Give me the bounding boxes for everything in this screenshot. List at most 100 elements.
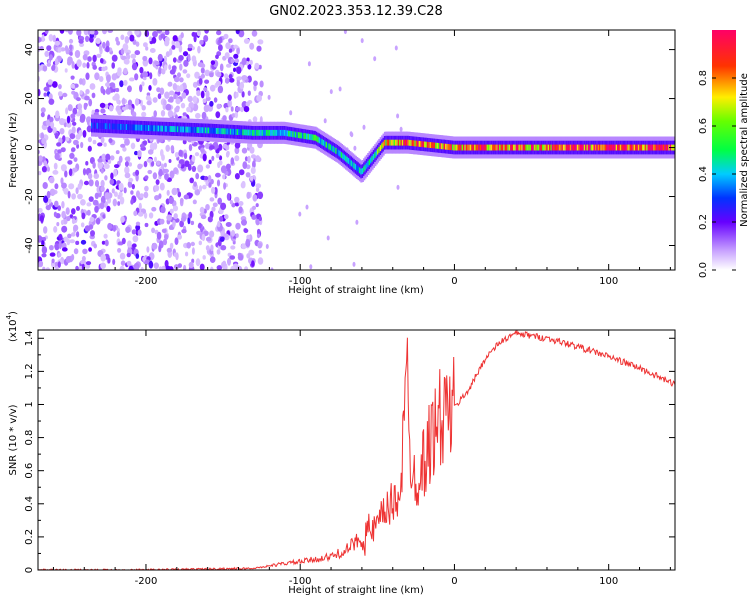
spectrogram-speckle — [255, 183, 262, 189]
spectrogram-speckle — [241, 243, 247, 250]
spectrogram-x-tick-label: -200 — [135, 276, 158, 287]
spectrogram-speckle — [62, 135, 66, 143]
spectrogram-ridge-core — [583, 144, 586, 151]
spectrogram-speckle — [99, 202, 105, 210]
spectrogram-speckle — [48, 54, 53, 61]
spectrogram-speckle — [67, 59, 72, 66]
spectrogram-ridge-core — [565, 144, 568, 151]
spectrogram-speckle — [197, 45, 201, 54]
spectrogram-speckle — [177, 163, 182, 169]
spectrogram-ridge-core — [141, 124, 144, 131]
spectrogram-speckle — [102, 89, 106, 96]
spectrogram-ridge-core — [547, 144, 550, 151]
spectrogram-speckle — [52, 34, 56, 43]
spectrogram-speckle — [164, 30, 170, 36]
spectrogram-ridge-core — [560, 144, 563, 151]
spectrogram-ridge-core — [106, 123, 109, 130]
spectrogram-speckle — [42, 266, 46, 270]
spectrogram-speckle — [151, 242, 158, 250]
spectrogram-speckle — [59, 128, 65, 135]
spectrogram-ridge-core — [314, 134, 317, 141]
spectrogram-speckle — [224, 52, 230, 59]
spectrogram-speckle — [215, 80, 222, 86]
spectrogram-speckle — [177, 263, 182, 268]
spectrogram-y-tick-label: -40 — [24, 237, 35, 253]
spectrogram-speckle — [204, 30, 209, 34]
spectrogram-ridge-core — [175, 126, 178, 133]
spectrogram-speckle — [57, 91, 63, 97]
spectrogram-speckle — [41, 137, 47, 145]
spectrogram-ridge-core — [376, 148, 380, 155]
spectrogram-ridge-core — [192, 126, 195, 133]
spectrogram-ridge-core — [657, 144, 660, 151]
spectrogram-ridge-core — [637, 144, 641, 151]
spectrogram-ridge-core — [554, 144, 557, 151]
spectrogram-speckle — [142, 55, 148, 62]
spectrogram-speckle — [141, 111, 147, 118]
spectrogram-x-label: Height of straight line (km) — [288, 285, 424, 296]
spectrogram-speckle — [101, 66, 107, 72]
spectrogram-speckle — [156, 87, 161, 93]
spectrogram-ridge-core — [631, 144, 634, 151]
spectrogram-speckle — [152, 31, 158, 38]
spectrogram-speckle — [134, 98, 140, 106]
spectrogram-ridge-core — [327, 142, 330, 149]
spectrogram-speckle — [220, 202, 227, 210]
spectrogram-speckle — [144, 259, 150, 265]
colorbar-label: Normalized spectral amplitude — [739, 73, 750, 227]
spectrogram-ridge-core — [468, 144, 471, 151]
spectrogram-speckle — [247, 90, 251, 96]
spectrogram-speckle — [165, 103, 172, 111]
spectrogram-speckle — [138, 202, 142, 211]
spectrogram-ridge-core — [128, 124, 131, 131]
spectrogram-speckle — [211, 186, 216, 194]
spectrogram-ridge-core — [540, 144, 543, 151]
spectrogram-ridge-core — [293, 131, 296, 138]
spectrogram-ridge-core — [282, 129, 285, 136]
spectrogram-speckle — [104, 192, 111, 200]
spectrogram-ridge-core — [661, 144, 664, 151]
spectrogram-speckle — [230, 265, 236, 270]
spectrogram-speckle — [50, 121, 55, 129]
spectrogram-speckle — [195, 258, 201, 267]
spectrogram-speckle — [88, 247, 92, 252]
spectrogram-speckle — [120, 216, 125, 223]
snr-y-tick-label: 1.2 — [24, 363, 35, 379]
spectrogram-ridge-core — [239, 129, 242, 136]
spectrogram-ridge-core — [594, 144, 598, 151]
spectrogram-ridge-core — [253, 129, 256, 136]
spectrogram-speckle — [224, 77, 230, 84]
spectrogram-speckle — [44, 30, 49, 35]
snr-y-tick-label: 1 — [24, 401, 35, 407]
spectrogram-speckle — [252, 194, 258, 202]
spectrogram-speckle — [103, 163, 110, 169]
spectrogram-speckle — [205, 204, 210, 211]
spectrogram-speckle — [98, 66, 103, 71]
spectrogram-speckle — [127, 99, 133, 107]
spectrogram-ridge-core — [272, 129, 275, 136]
spectrogram-ridge-core — [651, 144, 654, 151]
snr-scale-suffix: ) — [8, 311, 19, 315]
spectrogram-speckle — [235, 30, 240, 35]
spectrogram-speckle — [87, 145, 92, 152]
spectrogram-speckle — [225, 151, 230, 158]
spectrogram-speckle — [128, 104, 132, 110]
spectrogram-speckle — [102, 214, 106, 219]
spectrogram-speckle — [135, 169, 140, 176]
spectrogram-speckle — [197, 164, 204, 173]
spectrogram-speckle — [60, 164, 67, 172]
spectrogram-speckle — [76, 206, 80, 211]
spectrogram-ridge-core — [411, 140, 414, 147]
spectrogram-ridge-core — [195, 127, 198, 133]
spectrogram-speckle — [38, 260, 44, 267]
spectrogram-ridge-core — [122, 124, 126, 130]
spectrogram-speckle — [163, 99, 167, 106]
spectrogram-speckle — [245, 172, 251, 178]
spectrogram-ridge-core — [486, 144, 489, 151]
spectrogram-ridge-core — [209, 127, 212, 134]
spectrogram-speckle — [172, 205, 179, 212]
spectrogram-ridge-core — [413, 140, 416, 147]
spectrogram-speckle — [267, 94, 271, 100]
spectrogram-speckle — [298, 211, 302, 217]
spectrogram-ridge-core — [587, 144, 591, 151]
